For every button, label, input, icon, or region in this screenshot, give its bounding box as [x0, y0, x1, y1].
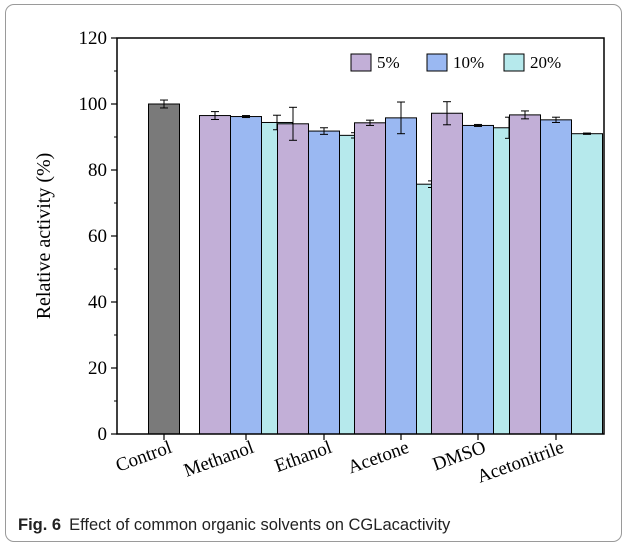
- bar-control: [148, 103, 180, 435]
- y-tick-label: 20: [88, 358, 107, 379]
- figure-caption-text: Effect of common organic solvents on CGL…: [69, 516, 451, 534]
- y-tick-label: 0: [98, 424, 108, 445]
- bar-dmso-5pct: [431, 112, 463, 435]
- bar-acetone-5pct: [354, 122, 386, 435]
- bar-acetone-10pct: [385, 117, 417, 435]
- legend-label: 20%: [530, 53, 561, 72]
- x-tick-label: Control: [113, 437, 175, 477]
- x-tick-label: Acetone: [345, 437, 412, 478]
- figure-label: Fig. 6: [18, 516, 62, 534]
- y-axis-label: Relative activity (%): [33, 153, 55, 320]
- bar-acetonitrile-5pct: [509, 114, 541, 435]
- y-tick-label: 40: [88, 292, 107, 313]
- x-tick-label: Acetonitrile: [474, 437, 566, 488]
- y-tick-label: 60: [88, 226, 107, 247]
- legend-label: 5%: [377, 53, 400, 72]
- bar-acetonitrile-20pct: [571, 133, 603, 435]
- figure-caption: Fig. 6 Effect of common organic solvents …: [18, 516, 450, 535]
- bar-dmso-10pct: [462, 124, 494, 435]
- bar-acetonitrile-10pct: [540, 119, 572, 435]
- y-tick-label: 100: [79, 94, 108, 115]
- legend-label: 10%: [453, 53, 484, 72]
- legend-swatch: [503, 53, 525, 72]
- x-tick-label: Methanol: [181, 437, 257, 482]
- y-tick-label: 120: [79, 28, 108, 49]
- figure-frame: [5, 4, 622, 542]
- bar-ethanol-5pct: [277, 123, 309, 435]
- bar-methanol-10pct: [230, 116, 262, 435]
- bar-ethanol-10pct: [308, 130, 340, 435]
- x-tick-label: Ethanol: [272, 437, 335, 477]
- legend-swatch: [350, 53, 372, 72]
- legend-swatch: [426, 53, 448, 72]
- y-tick-label: 80: [88, 160, 107, 181]
- bar-methanol-5pct: [199, 115, 231, 435]
